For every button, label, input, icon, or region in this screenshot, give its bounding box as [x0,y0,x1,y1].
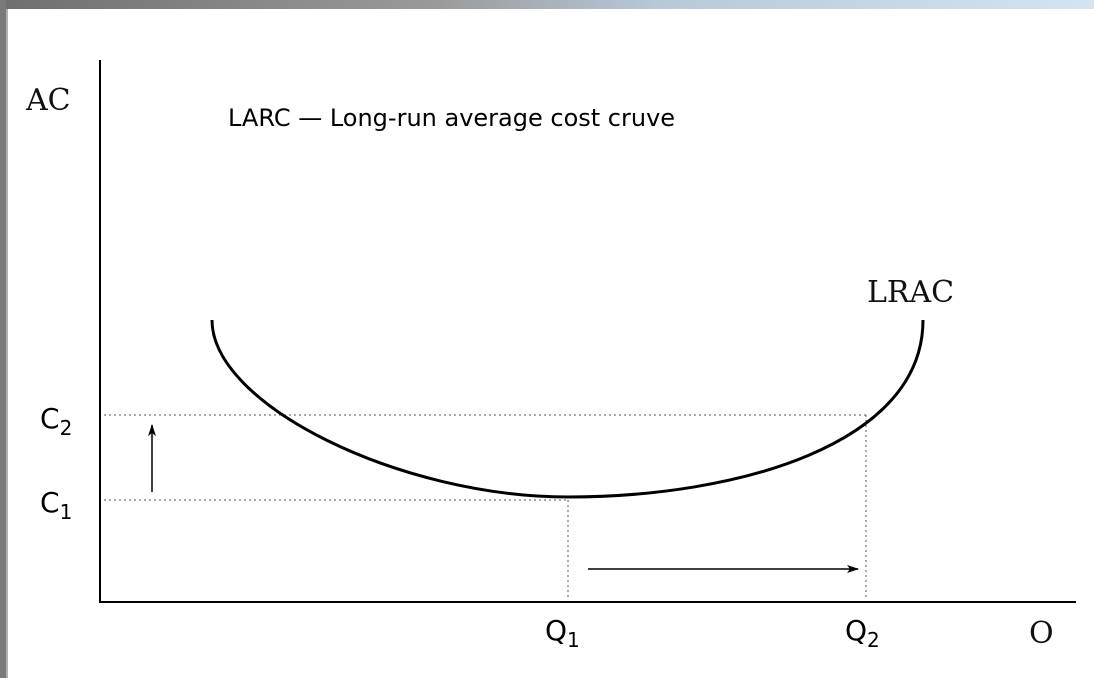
window-left-border [0,0,6,678]
mark-letter: Q [545,614,567,647]
mark-subscript: 1 [567,628,580,652]
mark-letter: Q [845,614,867,647]
curve-label: LRAC [867,275,954,310]
mark-subscript: 1 [60,500,73,524]
window-top-border [0,0,1094,9]
mark-subscript: 2 [867,628,880,652]
lrac-curve [210,319,925,499]
mark-letter: C [40,486,60,519]
y-axis-label: AC [25,83,71,118]
mark-letter: C [40,402,60,435]
window-left-edge [6,9,8,678]
mark-subscript: 2 [60,416,73,440]
x-mark-q2: Q2 [845,614,880,652]
x-mark-q1: Q1 [545,614,580,652]
x-axis-label: O [1029,616,1054,651]
y-mark-c1: C1 [40,486,72,524]
title: LARC — Long-run average cost cruve [228,104,675,132]
y-mark-c2: C2 [40,402,72,440]
